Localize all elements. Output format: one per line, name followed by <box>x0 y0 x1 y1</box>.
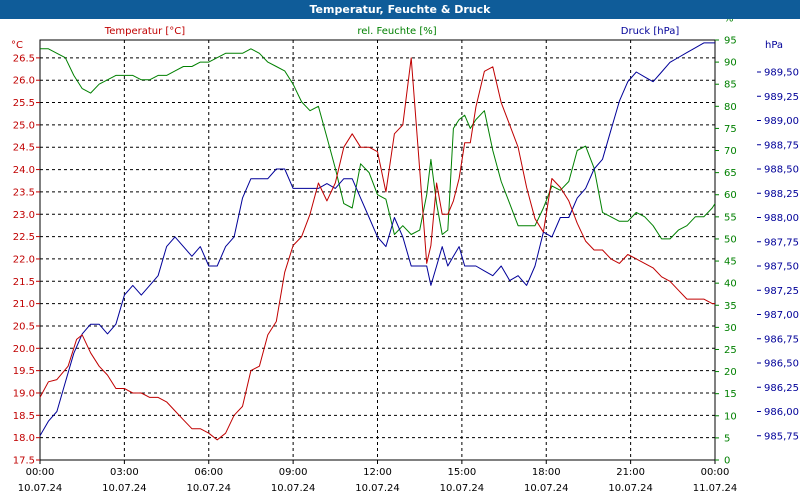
humidity-tick-label: 5 <box>724 433 730 444</box>
humidity-tick-label: 95 <box>724 36 737 47</box>
humidity-tick-label: 25 <box>724 345 737 356</box>
pressure-tick-label: 986,25 <box>764 383 799 394</box>
temperature-tick-label: 22.5 <box>13 232 35 243</box>
humidity-tick-label: 15 <box>724 389 737 400</box>
series-lines <box>39 42 716 441</box>
temperature-unit-label: °C <box>11 40 23 51</box>
pressure-tick-label: 987,25 <box>764 286 799 297</box>
humidity-tick-label: 0 <box>724 456 730 467</box>
humidity-tick-label: 45 <box>724 257 737 268</box>
humidity-tick-label: 35 <box>724 301 737 312</box>
temperature-axis-title: Temperatur [°C] <box>104 26 185 37</box>
humidity-tick-label: 90 <box>724 58 737 69</box>
x-tick-date-label: 10.07.24 <box>102 483 147 494</box>
pressure-tick-label: 989,50 <box>764 68 799 79</box>
humidity-tick-label: 40 <box>724 279 737 290</box>
pressure-tick-label: 989,00 <box>764 116 799 127</box>
x-tick-time-label: 12:00 <box>363 467 392 478</box>
humidity-tick-label: 85 <box>724 80 737 91</box>
temperature-tick-label: 23.5 <box>13 187 35 198</box>
humidity-tick-label: 30 <box>724 323 737 334</box>
grid-lines <box>40 40 715 460</box>
temperature-tick-label: 22.0 <box>13 254 35 265</box>
humidity-line <box>40 48 716 240</box>
temperature-tick-label: 20.0 <box>13 344 35 355</box>
temperature-tick-label: 26.5 <box>13 53 35 64</box>
x-tick-date-label: 11.07.24 <box>693 483 738 494</box>
temperature-tick-label: 20.5 <box>13 321 35 332</box>
pressure-tick-label: 987,50 <box>764 262 799 273</box>
temperature-tick-label: 18.5 <box>13 411 35 422</box>
x-tick-date-label: 10.07.24 <box>355 483 400 494</box>
pressure-tick-label: 988,75 <box>764 140 799 151</box>
pressure-tick-label: 986,75 <box>764 334 799 345</box>
x-tick-time-label: 18:00 <box>532 467 561 478</box>
pressure-tick-label: 988,00 <box>764 213 799 224</box>
x-tick-date-label: 10.07.24 <box>440 483 485 494</box>
humidity-tick-label: 75 <box>724 124 737 135</box>
humidity-tick-label: 55 <box>724 212 737 223</box>
humidity-tick-label: 70 <box>724 146 737 157</box>
pressure-tick-label: 986,50 <box>764 359 799 370</box>
x-tick-date-label: 10.07.24 <box>271 483 316 494</box>
pressure-tick-label: 985,75 <box>764 431 799 442</box>
temperature-tick-label: 26.0 <box>13 76 35 87</box>
temperature-tick-label: 23.0 <box>13 210 35 221</box>
humidity-axis: 0 5 10 15 20 25 30 35 40 45 50 55 60 65 70 75 80 85 90 95% <box>715 19 737 467</box>
x-tick-time-label: 21:00 <box>616 467 645 478</box>
pressure-tick-label: 988,50 <box>764 165 799 176</box>
pressure-tick-label: 986,00 <box>764 407 799 418</box>
pressure-tick-label: 987,75 <box>764 237 799 248</box>
x-tick-time-label: 09:00 <box>279 467 308 478</box>
humidity-tick-label: 65 <box>724 168 737 179</box>
temperature-tick-label: 25.0 <box>13 120 35 131</box>
pressure-axis: 985,75 986,00 986,25 986,50 986,75 987,00 987,… <box>757 68 799 442</box>
temperature-tick-label: 19.5 <box>13 366 35 377</box>
x-tick-time-label: 06:00 <box>194 467 223 478</box>
temperature-line <box>39 57 715 441</box>
temperature-tick-label: 21.5 <box>13 277 35 288</box>
chart-area: 00:00 10.07.24 03:00 10.07.24 06:00 10.07.24 0… <box>11 19 799 494</box>
pressure-unit-label: hPa <box>765 40 783 51</box>
pressure-line <box>39 42 715 437</box>
temperature-tick-label: 25.5 <box>13 98 35 109</box>
humidity-tick-label: 50 <box>724 234 737 245</box>
temperature-tick-label: 21.0 <box>13 299 35 310</box>
x-tick-date-label: 10.07.24 <box>524 483 569 494</box>
humidity-tick-label: 60 <box>724 190 737 201</box>
pressure-tick-label: 988,25 <box>764 189 799 200</box>
x-tick-time-label: 00:00 <box>26 467 55 478</box>
pressure-tick-label: 989,25 <box>764 92 799 103</box>
humidity-tick-label: 80 <box>724 102 737 113</box>
pressure-axis-title: Druck [hPa] <box>621 26 680 37</box>
temperature-axis: 17.5 18.0 18.5 19.0 19.5 20.0 20.5 21.0 21.5 22.0… <box>13 53 40 467</box>
humidity-tick-label: 10 <box>724 411 737 422</box>
x-tick-date-label: 10.07.24 <box>608 483 653 494</box>
temperature-tick-label: 17.5 <box>13 456 35 467</box>
chart-title: Temperatur, Feuchte & Druck <box>0 0 800 19</box>
humidity-tick-label: 20 <box>724 367 737 378</box>
x-tick-time-label: 03:00 <box>110 467 139 478</box>
x-tick-time-label: 00:00 <box>701 467 730 478</box>
x-tick-date-label: 10.07.24 <box>18 483 63 494</box>
x-axis-ticks: 00:00 10.07.24 03:00 10.07.24 06:00 10.07.24 0… <box>18 460 738 494</box>
x-tick-time-label: 15:00 <box>447 467 476 478</box>
temperature-tick-label: 19.0 <box>13 388 35 399</box>
pressure-tick-label: 987,00 <box>764 310 799 321</box>
humidity-unit-label: % <box>724 19 734 24</box>
x-tick-date-label: 10.07.24 <box>186 483 231 494</box>
temperature-tick-label: 24.5 <box>13 143 35 154</box>
temperature-tick-label: 18.0 <box>13 433 35 444</box>
humidity-axis-title: rel. Feuchte [%] <box>357 26 436 37</box>
temperature-tick-label: 24.0 <box>13 165 35 176</box>
